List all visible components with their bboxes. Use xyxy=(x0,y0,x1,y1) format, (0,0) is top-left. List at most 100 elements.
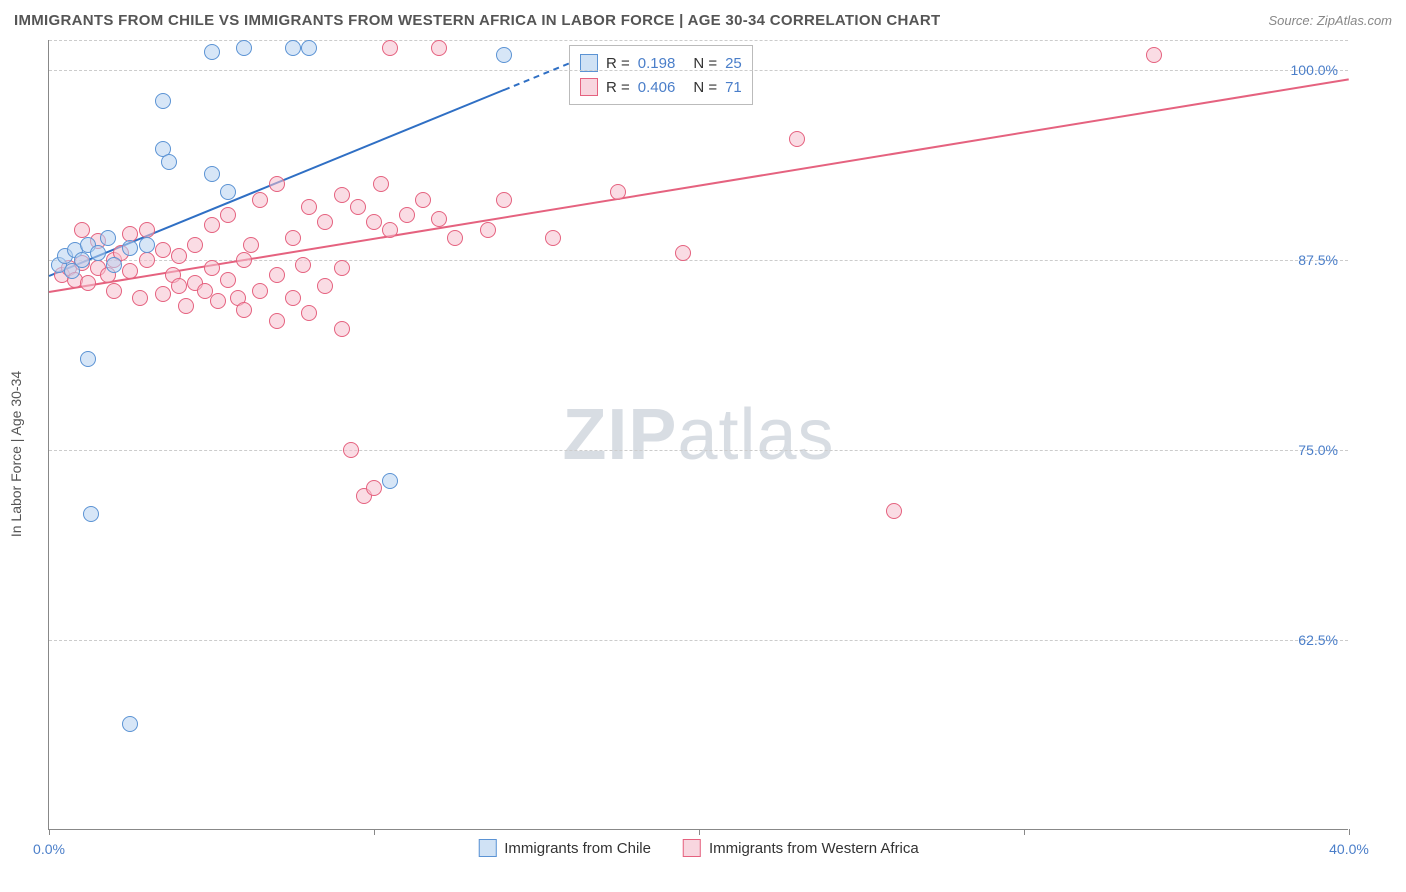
swatch-wa xyxy=(683,839,701,857)
y-tick-label: 75.0% xyxy=(1298,442,1338,458)
data-point xyxy=(285,40,301,56)
gridline-h xyxy=(49,70,1348,71)
data-point xyxy=(155,242,171,258)
stats-swatch xyxy=(580,54,598,72)
trend-line xyxy=(504,63,570,91)
data-point xyxy=(236,252,252,268)
stats-row: R = 0.406 N = 71 xyxy=(580,75,742,99)
data-point xyxy=(74,222,90,238)
data-point xyxy=(317,214,333,230)
data-point xyxy=(382,40,398,56)
y-axis-title: In Labor Force | Age 30-34 xyxy=(8,371,24,537)
data-point xyxy=(789,131,805,147)
watermark-zip: ZIP xyxy=(562,395,677,475)
x-tick xyxy=(1349,829,1350,835)
data-point xyxy=(1146,47,1162,63)
data-point xyxy=(886,503,902,519)
data-point xyxy=(100,230,116,246)
r-value: 0.406 xyxy=(638,79,676,96)
stats-swatch xyxy=(580,78,598,96)
data-point xyxy=(675,245,691,261)
n-label: N = xyxy=(693,55,717,72)
y-tick-label: 100.0% xyxy=(1291,62,1338,78)
legend: Immigrants from Chile Immigrants from We… xyxy=(478,839,918,857)
data-point xyxy=(139,252,155,268)
data-point xyxy=(399,207,415,223)
x-tick xyxy=(699,829,700,835)
data-point xyxy=(373,176,389,192)
gridline-h xyxy=(49,640,1348,641)
data-point xyxy=(106,283,122,299)
data-point xyxy=(366,480,382,496)
data-point xyxy=(334,321,350,337)
data-point xyxy=(178,298,194,314)
data-point xyxy=(252,192,268,208)
data-point xyxy=(122,716,138,732)
watermark-atlas: atlas xyxy=(677,395,834,475)
data-point xyxy=(187,237,203,253)
data-point xyxy=(382,473,398,489)
legend-item-chile: Immigrants from Chile xyxy=(478,839,651,857)
data-point xyxy=(171,248,187,264)
data-point xyxy=(545,230,561,246)
y-tick-label: 87.5% xyxy=(1298,252,1338,268)
data-point xyxy=(139,237,155,253)
y-tick-label: 62.5% xyxy=(1298,632,1338,648)
n-value: 71 xyxy=(725,79,742,96)
data-point xyxy=(343,442,359,458)
data-point xyxy=(431,211,447,227)
data-point xyxy=(80,275,96,291)
gridline-h xyxy=(49,450,1348,451)
data-point xyxy=(155,286,171,302)
data-point xyxy=(220,272,236,288)
data-point xyxy=(220,207,236,223)
n-label: N = xyxy=(693,79,717,96)
x-tick xyxy=(49,829,50,835)
data-point xyxy=(132,290,148,306)
r-label: R = xyxy=(606,79,630,96)
data-point xyxy=(317,278,333,294)
source-label: Source: ZipAtlas.com xyxy=(1268,13,1392,28)
data-point xyxy=(415,192,431,208)
data-point xyxy=(301,199,317,215)
legend-item-wa: Immigrants from Western Africa xyxy=(683,839,919,857)
data-point xyxy=(301,40,317,56)
data-point xyxy=(496,47,512,63)
n-value: 25 xyxy=(725,55,742,72)
r-value: 0.198 xyxy=(638,55,676,72)
data-point xyxy=(204,44,220,60)
data-point xyxy=(480,222,496,238)
x-tick-label: 0.0% xyxy=(33,841,65,857)
x-tick xyxy=(374,829,375,835)
chart-title: IMMIGRANTS FROM CHILE VS IMMIGRANTS FROM… xyxy=(14,12,940,29)
data-point xyxy=(285,230,301,246)
data-point xyxy=(334,187,350,203)
r-label: R = xyxy=(606,55,630,72)
data-point xyxy=(204,166,220,182)
legend-label-wa: Immigrants from Western Africa xyxy=(709,840,919,857)
data-point xyxy=(139,222,155,238)
swatch-chile xyxy=(478,839,496,857)
x-tick xyxy=(1024,829,1025,835)
data-point xyxy=(80,351,96,367)
watermark: ZIPatlas xyxy=(562,394,834,476)
data-point xyxy=(122,263,138,279)
data-point xyxy=(252,283,268,299)
data-point xyxy=(301,305,317,321)
data-point xyxy=(431,40,447,56)
data-point xyxy=(382,222,398,238)
data-point xyxy=(74,252,90,268)
data-point xyxy=(350,199,366,215)
data-point xyxy=(334,260,350,276)
data-point xyxy=(447,230,463,246)
legend-label-chile: Immigrants from Chile xyxy=(504,840,651,857)
data-point xyxy=(496,192,512,208)
data-point xyxy=(210,293,226,309)
data-point xyxy=(269,176,285,192)
data-point xyxy=(83,506,99,522)
data-point xyxy=(610,184,626,200)
data-point xyxy=(243,237,259,253)
stats-row: R = 0.198 N = 25 xyxy=(580,51,742,75)
x-tick-label: 40.0% xyxy=(1329,841,1369,857)
data-point xyxy=(220,184,236,200)
